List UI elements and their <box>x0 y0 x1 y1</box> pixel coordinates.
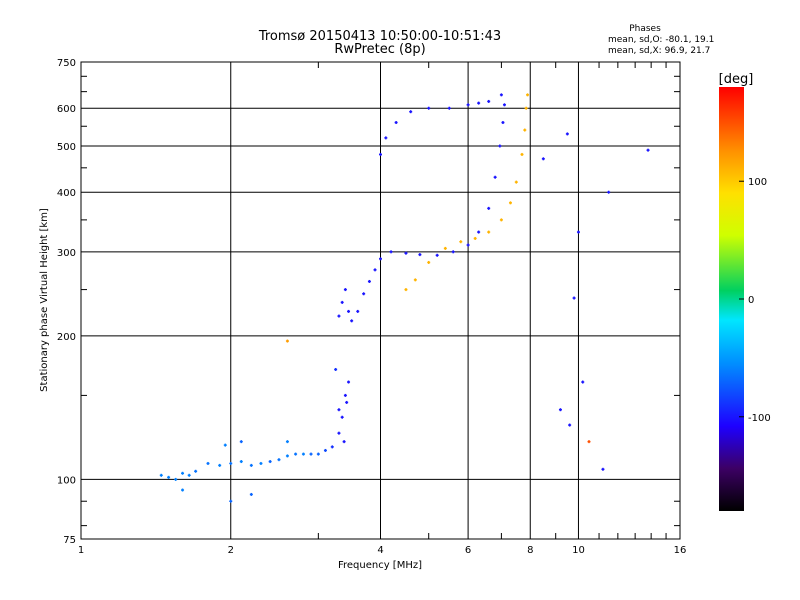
colorbar-tick-label-0: 0 <box>748 295 754 306</box>
axis-ticks: 1 2 4 6 8 10 16 75 100 200 300 400 500 600 750 <box>57 58 686 556</box>
x-axis-label: Frequency [MHz] <box>338 560 422 571</box>
y-tick-label-300: 300 <box>57 248 76 259</box>
y-tick-label-600: 600 <box>57 104 76 115</box>
x-tick-label-1: 1 <box>78 545 84 556</box>
chart-subtitle: RwPretec (8p) <box>334 42 425 57</box>
x-tick-label-10: 10 <box>572 545 585 556</box>
colorbar-ticks: 100 0 -100 <box>739 177 771 424</box>
phase-box-x: mean, sd,X: 96.9, 21.7 <box>608 46 710 56</box>
y-tick-label-75: 75 <box>63 535 76 546</box>
colorbar-label: [deg] <box>719 72 754 87</box>
y-tick-label-100: 100 <box>57 475 76 486</box>
y-tick-label-200: 200 <box>57 332 76 343</box>
phase-box-title: Phases <box>629 24 661 34</box>
y-tick-label-750: 750 <box>57 58 76 69</box>
colorbar-tick-label-100: 100 <box>748 177 767 188</box>
x-tick-label-16: 16 <box>674 545 687 556</box>
y-tick-label-500: 500 <box>57 142 76 153</box>
x-tick-label-8: 8 <box>527 545 533 556</box>
x-tick-label-2: 2 <box>228 545 234 556</box>
x-tick-label-6: 6 <box>465 545 471 556</box>
data-points <box>159 93 650 503</box>
phase-box-o: mean, sd,O: -80.1, 19.1 <box>608 35 714 45</box>
chart-title: Tromsø 20150413 10:50:00-10:51:43 <box>258 29 501 44</box>
y-axis-label: Stationary phase Virtual Height [km] <box>39 208 50 392</box>
x-tick-label-4: 4 <box>377 545 383 556</box>
y-tick-label-400: 400 <box>57 188 76 199</box>
colorbar-tick-label--100: -100 <box>748 413 771 424</box>
grid <box>81 62 680 539</box>
phase-box: Phases mean, sd,O: -80.1, 19.1 mean, sd,… <box>608 24 714 56</box>
